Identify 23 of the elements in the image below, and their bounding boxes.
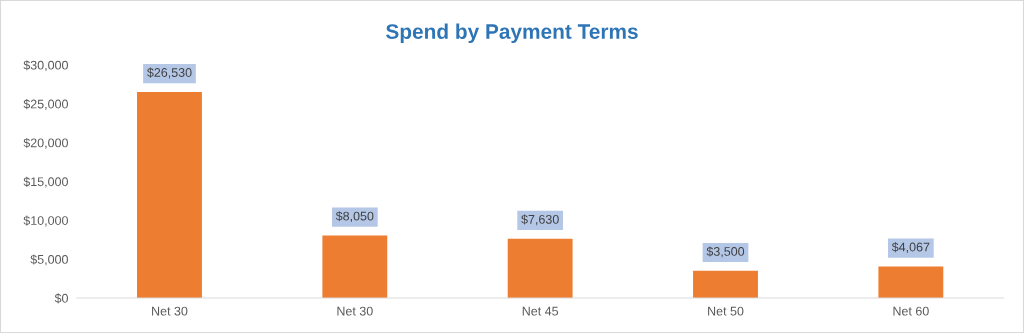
bar xyxy=(878,266,944,299)
y-tick-label: $0 xyxy=(54,293,68,304)
bar xyxy=(507,238,573,299)
chart-title: Spend by Payment Terms xyxy=(386,23,638,44)
data-label: $26,530 xyxy=(147,67,192,79)
x-tick-label: Net 30 xyxy=(337,306,373,316)
y-tick-label: $10,000 xyxy=(23,215,68,227)
x-tick-label: Net 60 xyxy=(893,306,929,316)
bar xyxy=(322,235,388,299)
data-label: $4,067 xyxy=(891,242,930,253)
y-tick-label: $25,000 xyxy=(23,99,68,110)
data-label: $8,050 xyxy=(335,211,374,222)
bar xyxy=(137,91,202,299)
bar xyxy=(693,270,758,299)
x-tick-label: Net 45 xyxy=(522,306,559,316)
x-tick-label: Net 50 xyxy=(708,306,744,316)
y-tick-label: $5,000 xyxy=(30,254,68,266)
y-tick-label: $30,000 xyxy=(23,60,68,72)
x-tick-label: Net 30 xyxy=(152,306,188,316)
data-label: $3,500 xyxy=(706,246,745,258)
y-tick-label: $20,000 xyxy=(23,137,68,149)
data-label: $7,630 xyxy=(521,214,559,226)
y-tick-label: $15,000 xyxy=(23,176,68,188)
